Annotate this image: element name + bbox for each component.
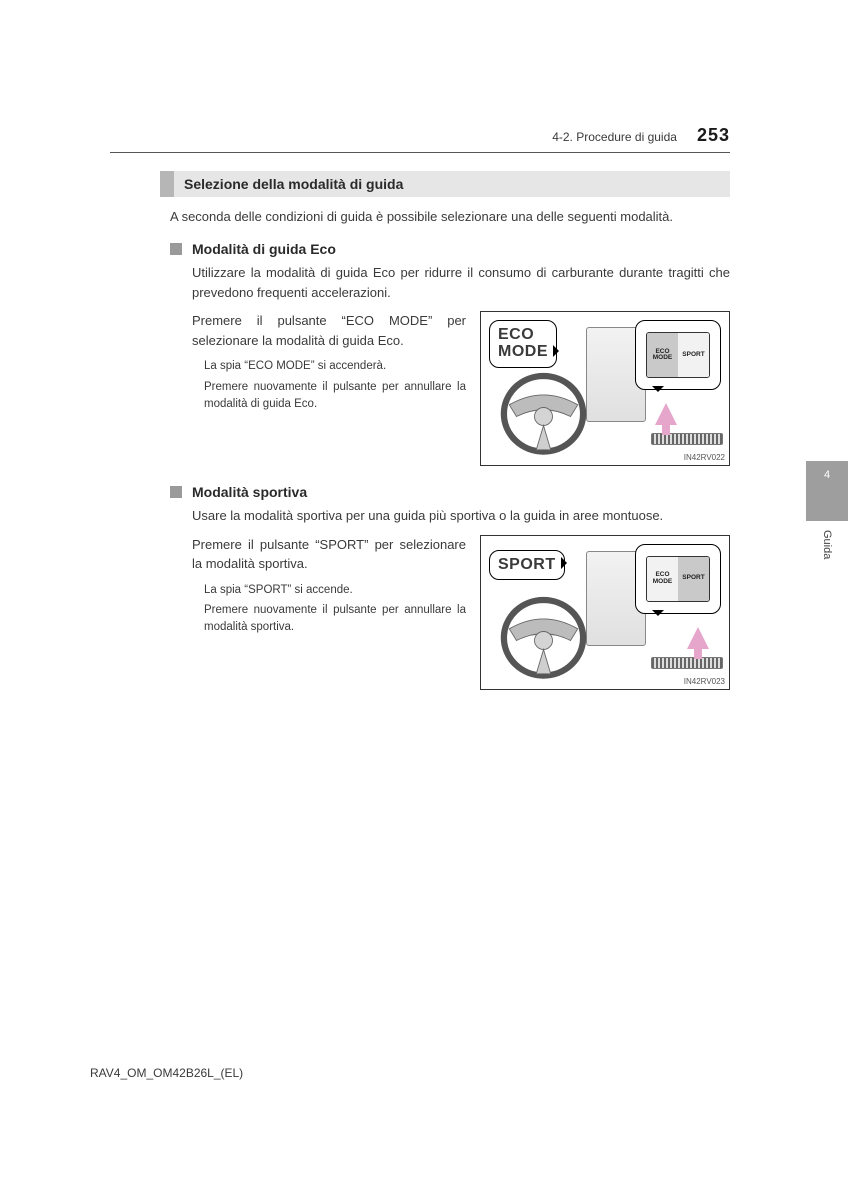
section-intro: A seconda delle condizioni di guida è po… — [170, 207, 730, 227]
chapter-tab: 4 — [806, 461, 848, 521]
switch-sport-label: SPORT — [682, 352, 704, 359]
eco-text-column: Premere il pulsante “ECO MODE” per selez… — [192, 311, 466, 416]
sport-note-2: Premere nuovamente il pulsante per annul… — [204, 602, 466, 635]
sport-heading: Modalità sportiva — [192, 484, 307, 500]
eco-instruction: Premere il pulsante “ECO MODE” per selez… — [192, 311, 466, 350]
arrow-up-icon — [655, 403, 677, 425]
eco-note-1: La spia “ECO MODE” si accenderà. — [204, 358, 466, 375]
eco-switch-callout: ECO MODE SPORT — [635, 320, 721, 390]
eco-note-2: Premere nuovamente il pulsante per annul… — [204, 379, 466, 412]
mode-switch: ECO MODE SPORT — [646, 556, 710, 602]
document-footer: RAV4_OM_OM42B26L_(EL) — [90, 1066, 243, 1080]
eco-content: Premere il pulsante “ECO MODE” per selez… — [192, 311, 730, 466]
sport-text-column: Premere il pulsante “SPORT” per selezion… — [192, 535, 466, 640]
vent-icon — [651, 657, 723, 669]
page-header: 4-2. Procedure di guida 253 — [110, 125, 730, 153]
sport-figure: SPORT ECO MODE SPO — [480, 535, 730, 690]
sport-mode-button: SPORT — [678, 333, 709, 377]
eco-description: Utilizzare la modalità di guida Eco per … — [192, 263, 730, 303]
switch-eco-l2: MODE — [653, 355, 673, 362]
switch-sport-label: SPORT — [682, 575, 704, 582]
square-bullet-icon — [170, 486, 182, 498]
mode-switch: ECO MODE SPORT — [646, 332, 710, 378]
eco-figure: ECO MODE ECO MODE — [480, 311, 730, 466]
sport-note-1: La spia “SPORT” si accende. — [204, 582, 466, 599]
eco-callout-l1: ECO — [498, 326, 534, 343]
page-number: 253 — [697, 125, 730, 146]
sport-instruction: Premere il pulsante “SPORT” per selezion… — [192, 535, 466, 574]
eco-mode-button: ECO MODE — [647, 557, 678, 601]
eco-heading-row: Modalità di guida Eco — [170, 241, 730, 257]
sport-description: Usare la modalità sportiva per una guida… — [192, 506, 730, 526]
sport-content: Premere il pulsante “SPORT” per selezion… — [192, 535, 730, 690]
breadcrumb: 4-2. Procedure di guida — [552, 130, 677, 144]
section-title: Selezione della modalità di guida — [174, 171, 413, 197]
steering-wheel-icon — [496, 367, 591, 457]
sport-mode-button: SPORT — [678, 557, 709, 601]
eco-callout-l2: MODE — [498, 343, 548, 360]
sport-switch-callout: ECO MODE SPORT — [635, 544, 721, 614]
chapter-tab-label: Guida — [821, 530, 833, 559]
eco-mode-button: ECO MODE — [647, 333, 678, 377]
switch-eco-l2: MODE — [653, 579, 673, 586]
square-bullet-icon — [170, 243, 182, 255]
sport-callout: SPORT — [498, 556, 556, 573]
eco-figure-code: IN42RV022 — [684, 453, 725, 462]
arrow-up-icon — [687, 627, 709, 649]
chapter-number: 4 — [824, 469, 830, 481]
sport-heading-row: Modalità sportiva — [170, 484, 730, 500]
section-accent — [160, 171, 174, 197]
eco-heading: Modalità di guida Eco — [192, 241, 336, 257]
sport-callout-bubble: SPORT — [489, 550, 565, 581]
section-title-bar: Selezione della modalità di guida — [160, 171, 730, 197]
steering-wheel-icon — [496, 591, 591, 681]
sport-figure-code: IN42RV023 — [684, 677, 725, 686]
eco-callout-bubble: ECO MODE — [489, 320, 557, 368]
